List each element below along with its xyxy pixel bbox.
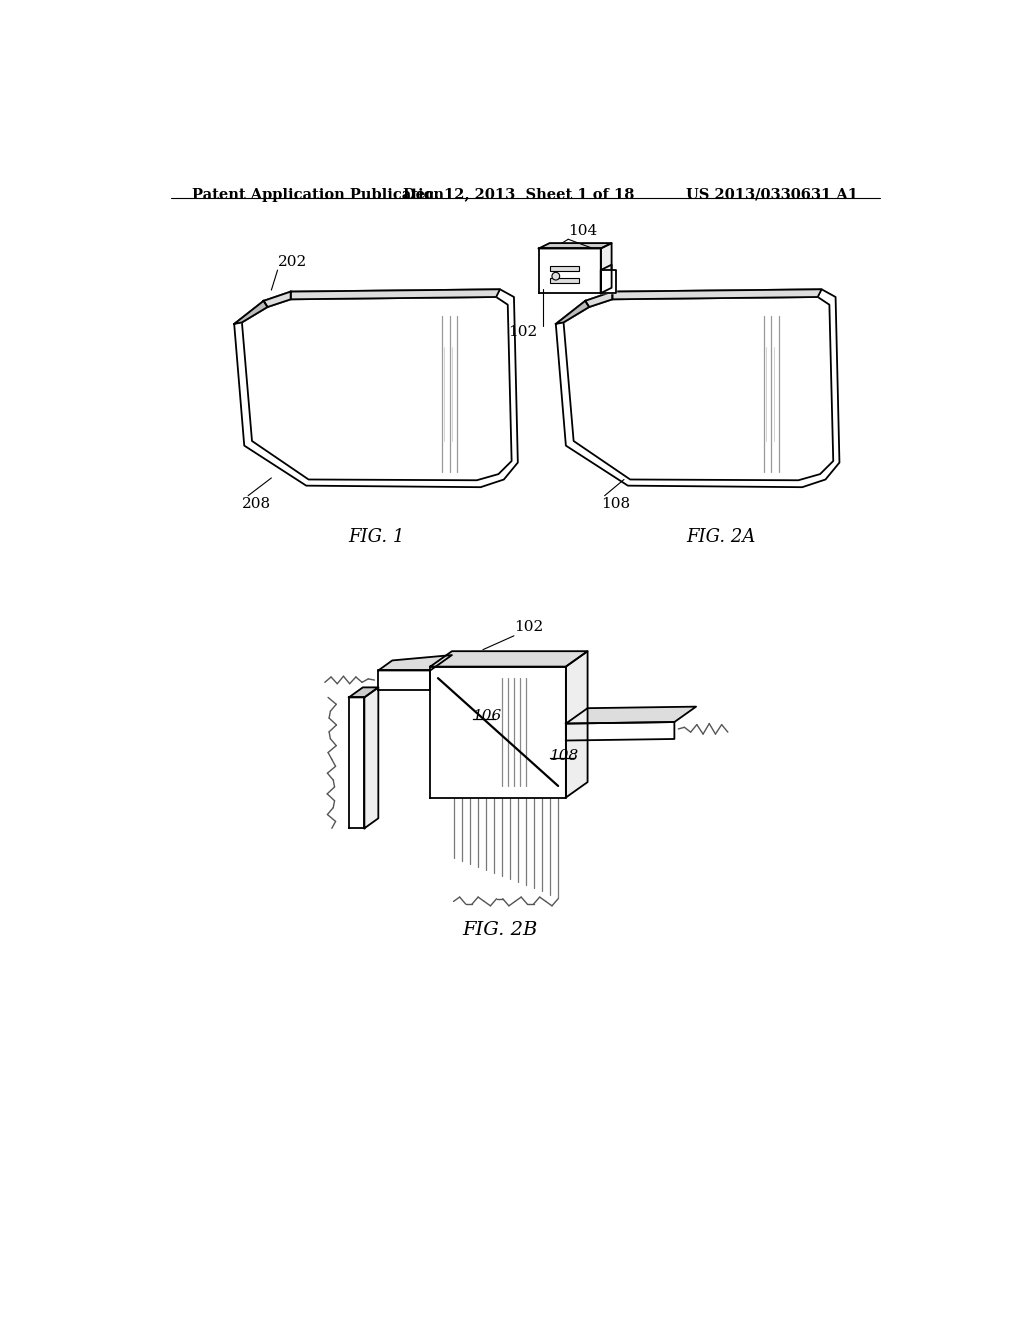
Polygon shape	[349, 688, 378, 697]
Polygon shape	[601, 264, 611, 293]
Polygon shape	[378, 655, 452, 671]
Polygon shape	[365, 688, 378, 829]
Polygon shape	[556, 289, 840, 487]
Polygon shape	[430, 667, 566, 797]
Text: 208: 208	[242, 498, 271, 511]
Bar	[550, 279, 579, 282]
Polygon shape	[566, 722, 675, 741]
Polygon shape	[234, 301, 267, 323]
Polygon shape	[539, 243, 611, 248]
Polygon shape	[566, 651, 588, 797]
Text: FIG. 1: FIG. 1	[348, 528, 404, 546]
Bar	[550, 267, 579, 271]
Text: 108: 108	[550, 748, 580, 763]
Polygon shape	[349, 697, 365, 829]
Text: 108: 108	[601, 498, 630, 511]
Polygon shape	[378, 671, 430, 689]
Text: US 2013/0330631 A1: US 2013/0330631 A1	[686, 187, 858, 202]
Polygon shape	[430, 651, 588, 667]
Circle shape	[552, 272, 560, 280]
Text: 106: 106	[473, 709, 502, 723]
Text: FIG. 2A: FIG. 2A	[686, 528, 756, 546]
Text: FIG. 2B: FIG. 2B	[462, 921, 538, 939]
Polygon shape	[263, 292, 291, 308]
Polygon shape	[586, 292, 612, 308]
Polygon shape	[234, 289, 518, 487]
Polygon shape	[612, 289, 821, 300]
Text: Patent Application Publication: Patent Application Publication	[191, 187, 443, 202]
Text: Dec. 12, 2013  Sheet 1 of 18: Dec. 12, 2013 Sheet 1 of 18	[403, 187, 635, 202]
Polygon shape	[539, 248, 601, 293]
Polygon shape	[566, 706, 696, 723]
Polygon shape	[601, 243, 611, 293]
Text: 102: 102	[508, 326, 538, 339]
Polygon shape	[563, 297, 834, 480]
Text: 102: 102	[514, 620, 543, 635]
Polygon shape	[291, 289, 500, 300]
Polygon shape	[556, 301, 589, 323]
Polygon shape	[242, 297, 512, 480]
Text: 202: 202	[278, 255, 307, 268]
Text: 104: 104	[568, 223, 597, 238]
Polygon shape	[601, 271, 616, 293]
